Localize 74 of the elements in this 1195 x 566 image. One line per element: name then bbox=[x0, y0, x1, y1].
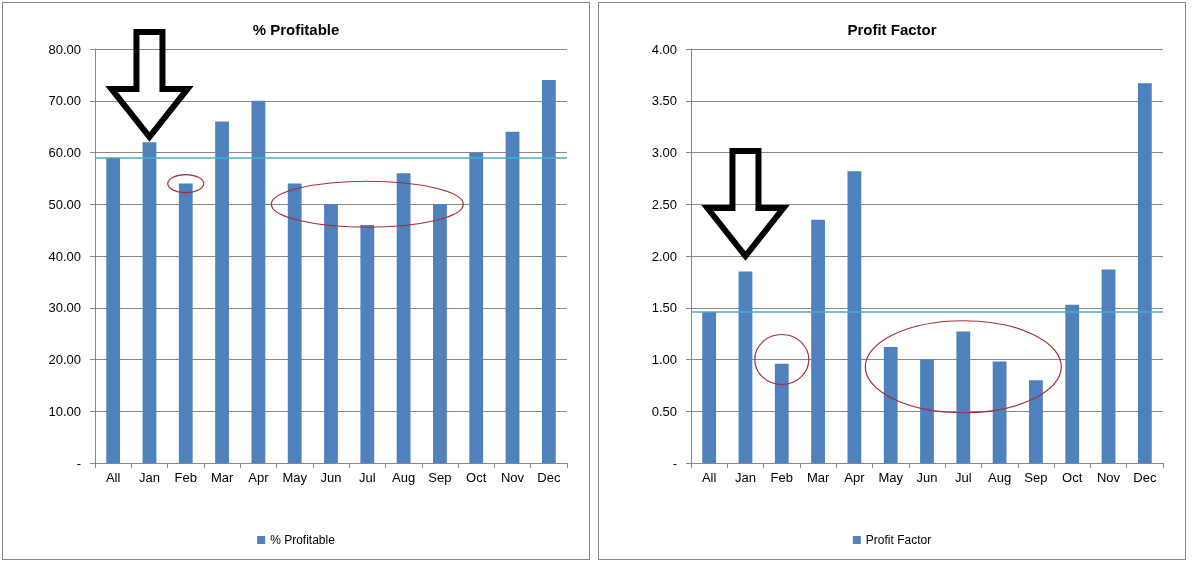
y-tick-label: - bbox=[672, 455, 677, 471]
bar bbox=[920, 359, 934, 463]
x-tick-label: May bbox=[878, 470, 904, 485]
x-tick-label: Jun bbox=[320, 470, 342, 485]
y-tick-label: 40.00 bbox=[48, 248, 81, 264]
bar bbox=[251, 100, 266, 463]
x-tick-label: Mar bbox=[210, 470, 234, 485]
bar bbox=[702, 311, 717, 463]
bar bbox=[324, 204, 338, 463]
y-tick-label: 1.50 bbox=[651, 300, 677, 316]
y-tick-label: 3.00 bbox=[651, 145, 677, 160]
x-tick-label: Apr bbox=[844, 470, 866, 485]
bar bbox=[1137, 83, 1152, 463]
bar bbox=[1065, 304, 1080, 463]
bar bbox=[106, 157, 121, 463]
bar bbox=[847, 171, 862, 463]
x-tick-label: Jan bbox=[138, 470, 160, 485]
y-tick-label: 0.50 bbox=[651, 403, 677, 419]
x-tick-label: Sep bbox=[428, 470, 452, 485]
bar bbox=[469, 152, 484, 463]
x-tick-label: Oct bbox=[466, 470, 487, 485]
x-tick-label: Jul bbox=[955, 470, 972, 485]
y-tick-label: 50.00 bbox=[48, 196, 81, 212]
x-tick-label: Nov bbox=[500, 470, 525, 485]
bar bbox=[287, 183, 302, 463]
bar bbox=[956, 331, 971, 463]
bar bbox=[811, 219, 825, 463]
x-tick-label: Aug bbox=[392, 470, 416, 485]
x-tick-label: Nov bbox=[1096, 470, 1121, 485]
y-tick-label: 4.00 bbox=[651, 41, 677, 57]
y-tick-label: 20.00 bbox=[48, 352, 81, 367]
chart-title: Profit Factor bbox=[847, 21, 937, 38]
bar bbox=[992, 361, 1007, 463]
x-tick-label: All bbox=[105, 470, 121, 485]
x-tick-label: Feb bbox=[770, 470, 793, 485]
x-tick-label: Dec bbox=[537, 470, 561, 485]
bar bbox=[360, 224, 375, 463]
y-tick-label: 70.00 bbox=[48, 93, 81, 109]
chart-title: % Profitable bbox=[252, 21, 340, 38]
y-tick-label: 30.00 bbox=[48, 300, 81, 316]
x-tick-label: May bbox=[282, 470, 308, 485]
x-tick-label: Feb bbox=[174, 470, 197, 485]
x-tick-label: Jan bbox=[734, 470, 756, 485]
bar bbox=[883, 347, 898, 463]
x-tick-label: Jul bbox=[359, 470, 376, 485]
bar bbox=[215, 121, 229, 463]
bar bbox=[178, 183, 193, 463]
y-tick-label: 1.00 bbox=[651, 352, 677, 367]
y-tick-label: 60.00 bbox=[48, 145, 81, 160]
y-tick-label: 80.00 bbox=[48, 41, 81, 57]
x-tick-label: Dec bbox=[1133, 470, 1157, 485]
bar bbox=[505, 131, 520, 463]
y-tick-label: 2.50 bbox=[651, 196, 677, 212]
x-tick-label: Sep bbox=[1024, 470, 1048, 485]
x-tick-label: All bbox=[701, 470, 717, 485]
x-tick-label: Aug bbox=[988, 470, 1012, 485]
y-tick-label: 2.00 bbox=[651, 248, 677, 264]
bar bbox=[1101, 269, 1116, 463]
x-tick-label: Jun bbox=[916, 470, 938, 485]
bar bbox=[774, 363, 789, 463]
bar bbox=[1029, 380, 1043, 463]
x-tick-label: Mar bbox=[806, 470, 830, 485]
y-tick-label: 3.50 bbox=[651, 93, 677, 109]
x-tick-label: Oct bbox=[1062, 470, 1083, 485]
bar bbox=[433, 204, 447, 463]
bar bbox=[738, 271, 753, 463]
bar bbox=[142, 142, 157, 463]
bar bbox=[396, 173, 411, 463]
x-tick-label: Apr bbox=[248, 470, 270, 485]
y-tick-label: 10.00 bbox=[48, 403, 81, 419]
legend-label: % Profitable bbox=[270, 533, 336, 547]
y-tick-label: - bbox=[76, 455, 81, 471]
bar bbox=[541, 80, 556, 463]
legend-label: Profit Factor bbox=[865, 533, 932, 547]
